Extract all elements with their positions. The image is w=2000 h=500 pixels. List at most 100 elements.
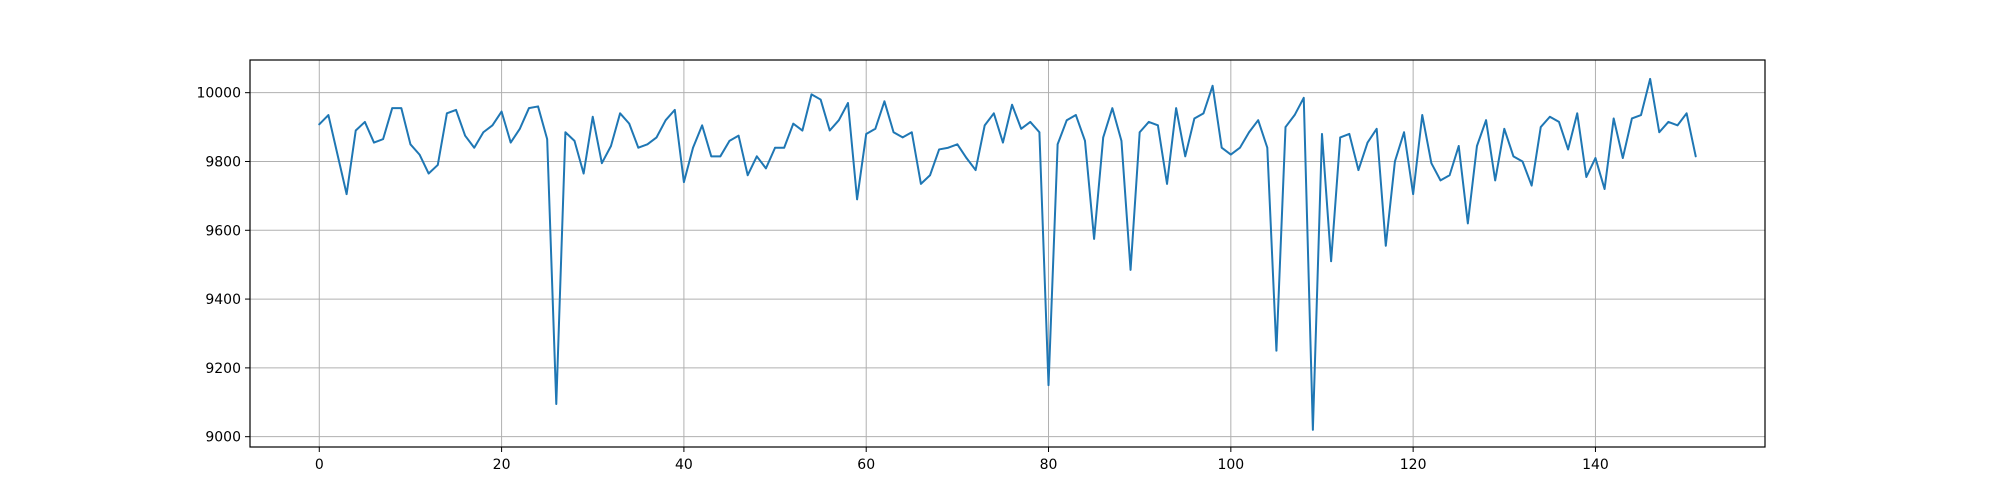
data-point (883, 100, 886, 103)
data-point (1293, 114, 1296, 116)
data-point (828, 129, 831, 132)
series (318, 77, 1697, 431)
data-point (446, 112, 448, 115)
data-point (610, 145, 612, 147)
data-point (1375, 128, 1378, 130)
x-tick-label: 80 (1040, 457, 1058, 473)
data-point (1147, 121, 1150, 123)
y-tick-label: 9800 (205, 154, 241, 170)
data-point (1275, 349, 1278, 352)
data-point (1467, 222, 1469, 225)
data-point (1494, 179, 1496, 182)
data-point (436, 164, 439, 166)
data-point (327, 114, 330, 116)
y-tick-label: 10000 (196, 86, 241, 102)
data-point (455, 109, 457, 111)
data-point (1084, 140, 1086, 142)
data-point (1230, 153, 1232, 156)
data-point (792, 122, 795, 125)
data-point (1421, 114, 1424, 116)
y-tick-label: 9200 (205, 361, 241, 377)
data-point (1102, 136, 1105, 139)
data-point (1366, 141, 1369, 144)
data-point (683, 181, 685, 183)
data-point (1694, 155, 1697, 158)
data-point (409, 143, 412, 146)
x-tick-label: 120 (1400, 457, 1427, 473)
data-point (464, 134, 466, 137)
data-point (856, 198, 858, 201)
data-point (874, 128, 877, 130)
data-point (1640, 114, 1642, 116)
data-point (710, 155, 713, 158)
data-point (920, 183, 922, 185)
data-point (783, 146, 785, 149)
data-point (892, 131, 895, 134)
data-point (983, 124, 986, 127)
y-tick-label: 9600 (205, 223, 241, 239)
data-point (537, 105, 539, 108)
data-point (619, 112, 621, 115)
data-point (1111, 107, 1114, 109)
data-point (528, 107, 530, 109)
data-point (993, 112, 995, 115)
data-point (756, 155, 758, 158)
data-point (1093, 238, 1095, 240)
data-point (1239, 146, 1241, 149)
plot-frame (249, 59, 1766, 448)
data-point (1339, 136, 1342, 139)
data-point (1622, 157, 1624, 159)
data-point (345, 193, 348, 195)
data-point (701, 124, 703, 127)
data-point (382, 138, 384, 140)
data-point (546, 138, 548, 140)
data-point (1257, 119, 1259, 121)
data-point (519, 128, 521, 130)
x-tick-label: 60 (857, 457, 875, 473)
data-point (765, 167, 767, 170)
grid (250, 60, 1765, 447)
data-point (509, 141, 512, 144)
data-point (1612, 117, 1615, 120)
data-point (1558, 121, 1560, 123)
data-point (938, 148, 940, 151)
data-point (418, 153, 421, 156)
data-point (1676, 124, 1679, 127)
data-point (1138, 131, 1141, 134)
data-point (318, 123, 321, 126)
data-point (1002, 141, 1004, 144)
data-point (364, 121, 366, 123)
x-tick-label: 40 (675, 457, 693, 473)
data-point (655, 136, 658, 139)
data-point (1065, 119, 1068, 121)
data-point (1348, 133, 1351, 135)
data-point (1539, 126, 1542, 128)
data-point (719, 155, 722, 158)
data-point (1658, 131, 1661, 134)
data-point (974, 169, 977, 171)
data-point (1603, 188, 1606, 190)
data-point (1038, 131, 1041, 134)
axis-ticks: 0 20 40 60 80 100 120 140 9000 9200 9400 9600 9800 10… (196, 86, 1608, 473)
data-point (1302, 97, 1305, 99)
data-point (1020, 128, 1022, 130)
data-point (646, 143, 649, 146)
data-point (1175, 107, 1177, 109)
x-tick-label: 100 (1217, 457, 1244, 473)
data-point (746, 174, 749, 177)
data-point (1202, 112, 1205, 115)
data-point (1412, 193, 1414, 195)
data-point (1357, 169, 1360, 171)
data-point (1649, 78, 1651, 80)
data-point (947, 146, 950, 149)
data-point (1576, 112, 1579, 115)
data-point (582, 172, 585, 175)
data-point (628, 122, 631, 125)
data-point (1029, 121, 1032, 123)
data-point (1512, 155, 1515, 158)
data-point (1220, 146, 1223, 149)
data-point (819, 98, 822, 101)
data-point (373, 141, 375, 144)
data-point (1530, 184, 1533, 187)
